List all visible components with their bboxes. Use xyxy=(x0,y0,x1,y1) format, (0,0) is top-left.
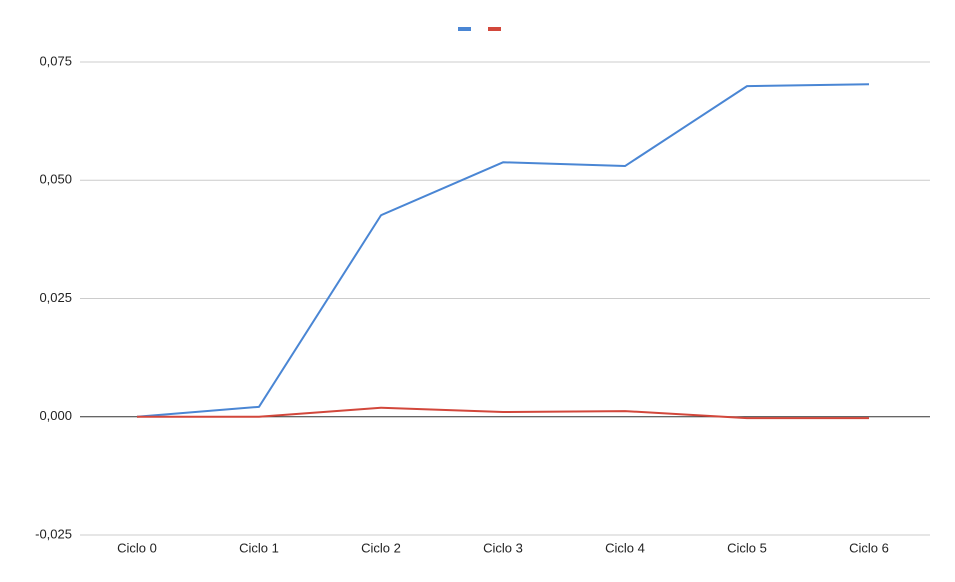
x-tick-label: Ciclo 1 xyxy=(239,540,279,555)
y-tick-label: 0,075 xyxy=(39,53,72,68)
y-tick-label: -0,025 xyxy=(35,526,72,541)
legend-swatch xyxy=(458,27,471,31)
y-tick-label: 0,000 xyxy=(39,408,72,423)
x-tick-label: Ciclo 2 xyxy=(361,540,401,555)
y-tick-label: 0,050 xyxy=(39,172,72,187)
x-tick-label: Ciclo 0 xyxy=(117,540,157,555)
data-line xyxy=(136,83,870,418)
x-tick-label: Ciclo 6 xyxy=(849,540,889,555)
x-tick-label: Ciclo 3 xyxy=(483,540,523,555)
legend-swatch xyxy=(488,27,501,31)
data-line xyxy=(137,406,869,420)
x-tick-label: Ciclo 4 xyxy=(605,540,645,555)
x-tick-label: Ciclo 5 xyxy=(727,540,767,555)
y-tick-label: 0,025 xyxy=(39,290,72,305)
